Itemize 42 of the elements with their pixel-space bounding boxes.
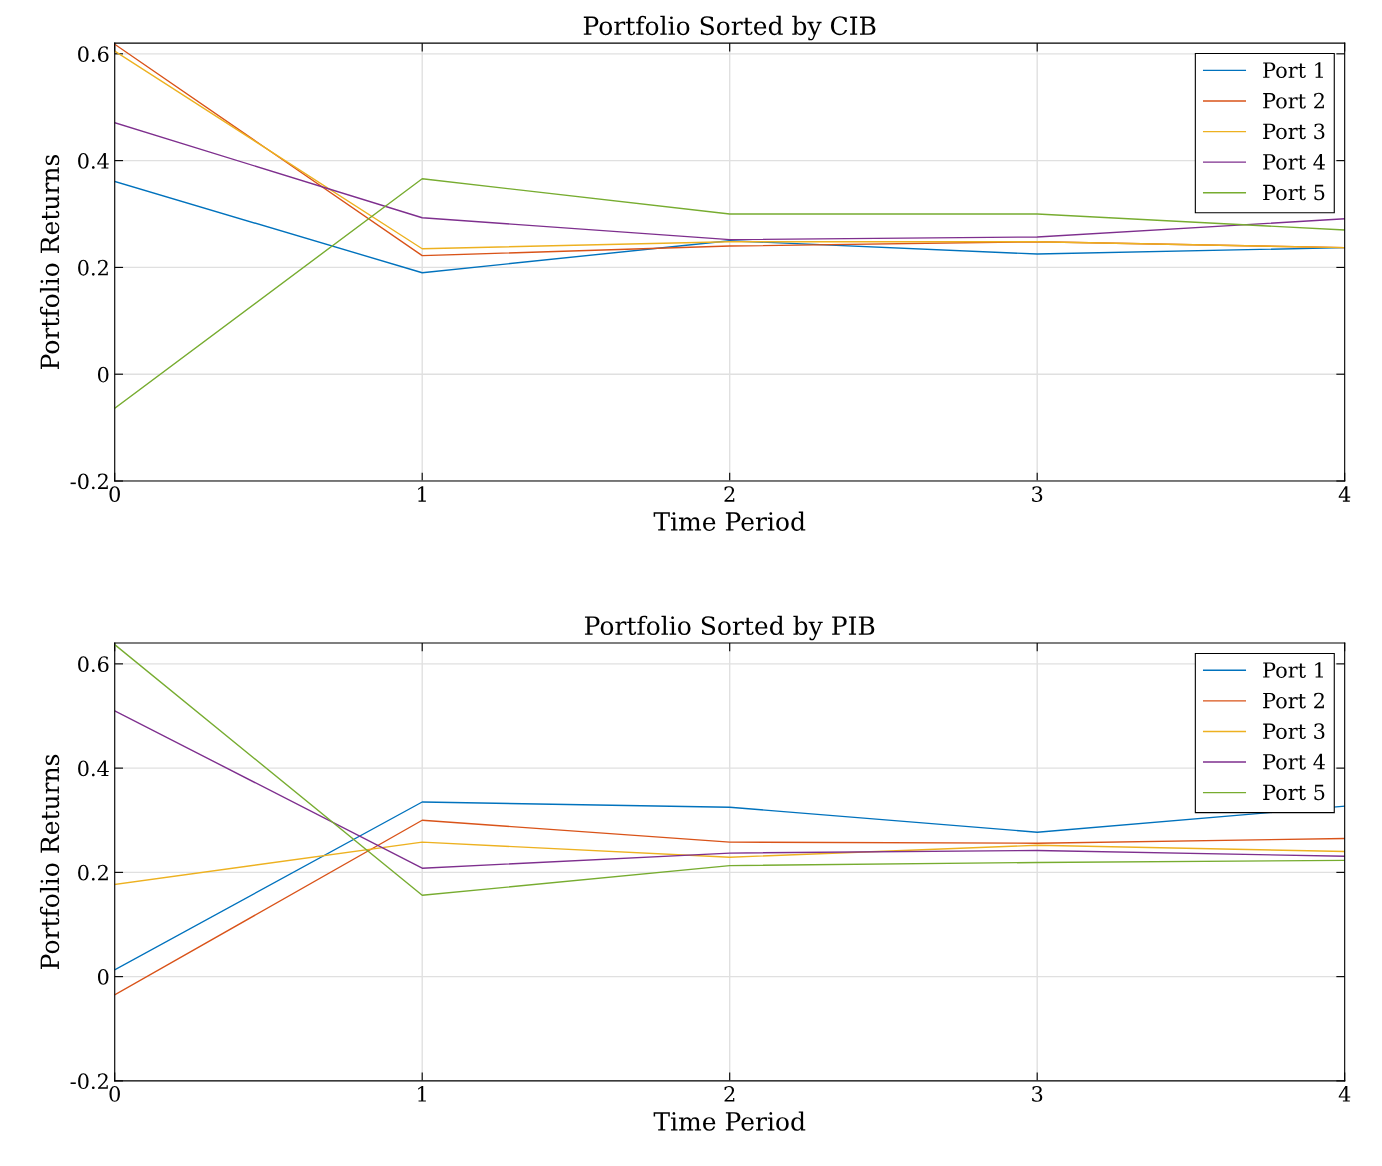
x-axis-title: Time Period — [653, 511, 806, 531]
legend-label: Port 1 — [1263, 62, 1323, 79]
y-tick-label: -0.2 — [70, 1073, 108, 1090]
x-axis-title: Time Period — [653, 1111, 806, 1131]
line-series — [114, 819, 1345, 996]
x-tick-label: 4 — [1338, 1086, 1351, 1102]
x-tick-label: 2 — [724, 486, 735, 502]
line-series — [114, 801, 1345, 971]
legend-label: Port 3 — [1263, 723, 1325, 740]
line-series — [114, 841, 1345, 886]
chart-title: Portfolio Sorted by CIB — [583, 15, 876, 41]
legend-label: Port 2 — [1263, 92, 1324, 109]
y-tick-label: 0.2 — [78, 864, 108, 881]
y-tick-label: -0.2 — [70, 473, 108, 490]
line-series — [114, 710, 1345, 869]
chart-title: Portfolio Sorted by PIB — [584, 615, 875, 641]
y-tick-label: 0 — [97, 366, 109, 383]
y-tick-label: 0.4 — [78, 760, 109, 777]
legend-label: Port 4 — [1263, 753, 1325, 770]
legend-label: Port 4 — [1263, 154, 1325, 170]
x-tick-label: 0 — [109, 1086, 120, 1102]
x-tick-label: 4 — [1338, 486, 1351, 502]
legend-label: Port 5 — [1263, 784, 1325, 801]
x-tick-label: 3 — [1032, 486, 1043, 502]
y-axis-title: Portfolio Returns — [39, 754, 60, 969]
legend-label: Port 5 — [1263, 184, 1325, 201]
legend-label: Port 3 — [1263, 123, 1325, 140]
x-tick-label: 1 — [418, 486, 426, 502]
y-tick-label: 0.2 — [78, 259, 108, 276]
legend-label: Port 2 — [1263, 692, 1324, 709]
x-tick-label: 0 — [109, 486, 120, 502]
y-tick-label: 0 — [97, 969, 109, 985]
x-tick-label: 2 — [724, 1086, 735, 1102]
legend-label: Port 1 — [1263, 662, 1323, 678]
x-tick-label: 1 — [418, 1086, 426, 1102]
y-axis-title: Portfolio Returns — [39, 154, 60, 370]
x-tick-label: 3 — [1032, 1086, 1043, 1102]
y-tick-label: 0.6 — [78, 46, 109, 63]
y-tick-label: 0.6 — [78, 656, 109, 673]
line-series — [114, 178, 1345, 410]
line-series — [114, 122, 1345, 241]
y-tick-label: 0.4 — [78, 153, 109, 169]
